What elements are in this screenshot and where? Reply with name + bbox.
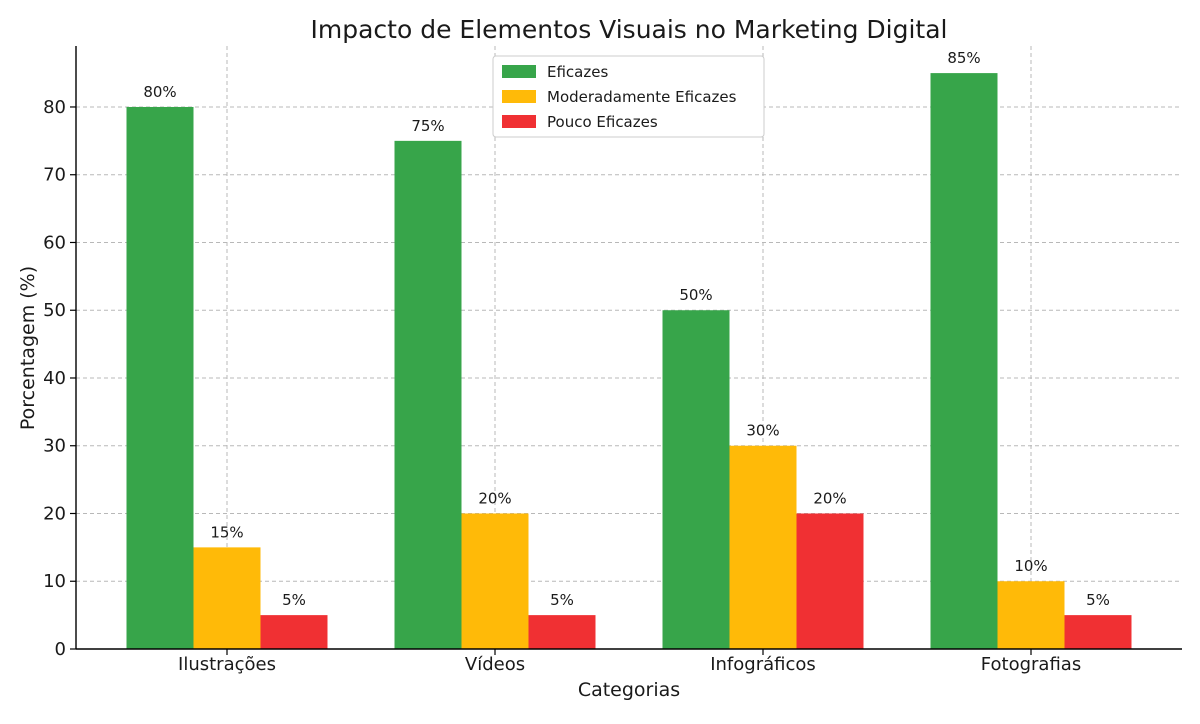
bar-value-label: 5%: [282, 591, 306, 609]
bar-value-label: 15%: [210, 523, 243, 541]
legend-swatch: [502, 65, 536, 78]
bar-value-label: 20%: [478, 489, 511, 507]
data-labels: 80% 15% 5% 75% 20% 5% 50% 30% 20% 85% 10% 5%: [143, 49, 1110, 609]
legend-swatch: [502, 115, 536, 128]
bar-value-label: 20%: [813, 489, 846, 507]
bar: [729, 445, 797, 649]
bar-value-label: 80%: [143, 83, 176, 101]
y-tick-label: 50: [43, 300, 66, 321]
y-tick-label: 0: [55, 639, 66, 660]
y-tick-label: 60: [43, 232, 66, 253]
axes: [75, 46, 1182, 650]
bar: [260, 615, 328, 649]
bar: [528, 615, 596, 649]
bar: [796, 513, 864, 649]
y-tick-label: 10: [43, 571, 66, 592]
bar: [997, 581, 1065, 649]
bar-value-label: 5%: [550, 591, 574, 609]
tick-labels: 0 10 20 30 40 50 60 70 80 Ilustrações Vídeos Infogr…: [43, 97, 1081, 675]
legend-entry-label: Eficazes: [547, 63, 608, 81]
bar: [394, 140, 462, 649]
bar-value-label: 10%: [1014, 557, 1047, 575]
bar-value-label: 30%: [746, 422, 779, 440]
bars: [126, 73, 1132, 649]
legend-entry-label: Moderadamente Eficazes: [547, 88, 737, 106]
chart-title: Impacto de Elementos Visuais no Marketin…: [311, 15, 948, 44]
y-tick-label: 70: [43, 165, 66, 186]
bar-value-label: 75%: [411, 117, 444, 135]
y-tick-label: 80: [43, 97, 66, 118]
y-tick-label: 20: [43, 503, 66, 524]
bar: [461, 513, 529, 649]
legend-frame: [492, 55, 765, 138]
x-axis-label: Categorias: [578, 679, 680, 701]
x-tick-label: Ilustrações: [178, 654, 276, 675]
bar: [1064, 615, 1132, 649]
x-tick-label: Infográficos: [710, 654, 816, 675]
x-tick-label: Fotografias: [981, 654, 1081, 675]
bar-value-label: 5%: [1086, 591, 1110, 609]
bar: [930, 73, 998, 649]
legend-entry-label: Pouco Eficazes: [547, 113, 658, 131]
bar: [126, 106, 194, 649]
y-axis-label: Porcentagem (%): [17, 266, 39, 430]
bar-value-label: 50%: [679, 286, 712, 304]
y-tick-label: 40: [43, 368, 66, 389]
legend-swatch: [502, 90, 536, 103]
x-tick-label: Vídeos: [465, 654, 525, 675]
bar: [662, 310, 730, 649]
legend: Eficazes Moderadamente Eficazes Pouco Efic…: [492, 55, 765, 138]
y-tick-label: 30: [43, 436, 66, 457]
bar-value-label: 85%: [947, 49, 980, 67]
bar: [193, 547, 261, 649]
